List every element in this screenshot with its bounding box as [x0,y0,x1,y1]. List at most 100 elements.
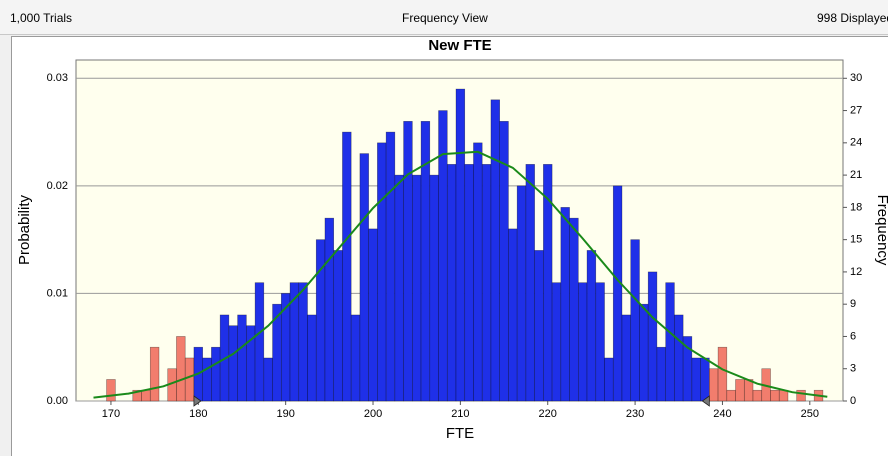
histogram-bar [254,282,265,402]
x-tick-label: 200 [364,408,382,420]
histogram-bar [665,282,675,402]
histogram-bar [202,357,212,402]
tail-bar [141,389,151,402]
x-tick-label: 220 [539,408,557,420]
histogram-bar [674,314,684,402]
y2-tick-label: 18 [850,201,862,213]
histogram-bar [560,207,570,402]
y2-tick-label: 24 [850,137,862,149]
histogram-bar [647,271,658,402]
chart-title: New FTE [428,37,491,54]
tail-bar [184,357,195,402]
fit-curve [93,150,828,399]
histogram-bar [272,303,282,402]
histogram-bar [342,131,352,402]
histogram-bar [228,325,238,402]
y2-axis-label: Frequency [874,195,888,266]
tail-bar [726,389,736,402]
y-tick-label: 0.02 [47,180,68,192]
histogram-bar [700,357,710,402]
histogram-bar [263,357,273,402]
histogram-bar [289,282,300,402]
x-tick-label: 170 [102,408,120,420]
histogram-bar [385,131,396,402]
histogram-bar [473,142,483,402]
trials-count: 1,000 Trials [10,11,73,25]
histogram-bar [359,153,369,402]
histogram-bar [298,282,308,402]
histogram-bar [368,228,378,402]
x-tick-label: 190 [276,408,294,420]
y2-tick-label: 30 [850,72,862,84]
histogram-bar [403,121,413,402]
y2-tick-label: 12 [850,266,862,278]
histogram-bar [490,99,500,402]
tail-bar [770,389,780,402]
histogram-bar [621,314,632,402]
histogram-bar [394,174,404,402]
histogram-bar [595,282,605,402]
tail-bar [735,379,745,402]
histogram-bar [481,164,492,402]
histogram-bar [350,314,361,402]
histogram-bar [630,239,640,402]
y-tick-label: 0.00 [47,395,68,407]
histogram-bar [315,239,326,402]
histogram-bar [377,142,387,402]
x-tick-label: 240 [713,408,731,420]
tail-bar [752,389,763,402]
histogram-bar [586,250,597,402]
histogram-bar [516,185,527,402]
histogram-bar [412,174,422,402]
histogram-bar [211,346,221,402]
histogram-bar [508,228,518,402]
histogram-bar [578,282,588,402]
tail-bar [778,389,789,402]
tail-bar [796,389,806,402]
histogram-bar [551,282,562,402]
y2-tick-label: 21 [850,169,862,181]
y2-tick-label: 0 [850,395,856,407]
tail-bar [176,336,186,402]
histogram-bar [307,314,317,402]
histogram-bar [429,174,439,402]
certainty-grabber[interactable] [193,395,202,407]
y2-tick-label: 9 [850,298,856,310]
histogram-bar [446,164,457,402]
x-tick-label: 230 [626,408,644,420]
view-name[interactable]: Frequency View [402,11,488,25]
tail-bar [717,346,728,402]
displayed-count: 998 Displayed [817,11,888,25]
histogram-bar [464,164,474,402]
histogram-bar [525,164,535,402]
histogram-bar [691,357,701,402]
tail-bar [106,379,116,402]
histogram-bar [324,217,335,402]
status-bar: 1,000 Trials Frequency View 998 Displaye… [0,0,888,35]
y-axis-label: Probability [16,194,33,265]
histogram-bar [499,121,509,402]
x-tick-label: 210 [451,408,469,420]
y2-tick-label: 6 [850,330,856,342]
y2-tick-label: 27 [850,104,862,116]
histogram-bar [612,185,623,402]
histogram-bar [333,250,343,402]
x-axis-label: FTE [446,425,474,442]
histogram-bar [237,314,247,402]
y-tick-label: 0.03 [47,72,68,84]
y2-tick-label: 3 [850,363,856,375]
y2-tick-label: 15 [850,234,862,246]
histogram-bar [569,217,579,402]
x-tick-label: 250 [801,408,819,420]
tail-bar [743,379,754,402]
histogram-bar [656,346,666,402]
tail-bar [149,346,160,402]
histogram-bar [455,88,466,402]
certainty-grabber[interactable] [701,395,710,407]
tail-bar [709,368,719,402]
histogram-bar [604,357,614,402]
x-tick-label: 180 [189,408,207,420]
histogram-bar [639,303,649,402]
